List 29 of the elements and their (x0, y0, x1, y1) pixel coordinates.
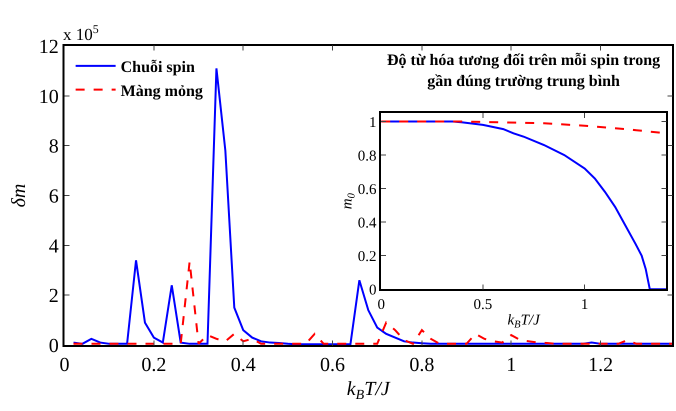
y-tick-label: 0.8 (358, 148, 376, 164)
y-tick-label: 2 (48, 285, 59, 308)
x-tick-label: 0.8 (409, 354, 434, 376)
y-tick-label: 10 (38, 86, 59, 108)
y-tick-label: 0.2 (358, 248, 376, 265)
y-tick-label: 0.4 (358, 215, 377, 232)
legend-label: Màng mỏng (120, 82, 203, 100)
y-tick-label: 12 (38, 36, 59, 58)
line-series (72, 260, 672, 345)
x-axis-title: k$_{B}$T/J (346, 378, 391, 403)
legend-label: Chuỗi spin (120, 59, 195, 76)
x-tick-label: 1 (580, 296, 588, 313)
x-tick-label: 1 (506, 354, 516, 376)
x-tick-label: 0.2 (141, 354, 166, 376)
y-tick-label: 1 (368, 114, 376, 131)
y-tick-label: 6 (48, 186, 59, 208)
x-tick-label: 0.5 (474, 296, 492, 313)
y-tick-label: 4 (48, 235, 59, 258)
y-tick-label: 8 (48, 136, 59, 158)
chart-title: Độ từ hóa tương đối trên mỗi spin trong gần đúng trường trung bình (387, 52, 660, 90)
x-tick-label: 0.6 (320, 354, 346, 376)
x-tick-label: 1.2 (588, 354, 614, 376)
x-tick-label: 0.4 (230, 354, 256, 376)
text: x 10$^{5}$ (63, 22, 99, 44)
y-axis-title: δm (8, 184, 30, 208)
x-axis-title: k$_{B}$T/J (508, 312, 542, 331)
y-tick-label: 0.6 (358, 182, 377, 198)
y-tick-label: 0 (48, 335, 59, 358)
y-tick-label: 0 (368, 282, 376, 298)
